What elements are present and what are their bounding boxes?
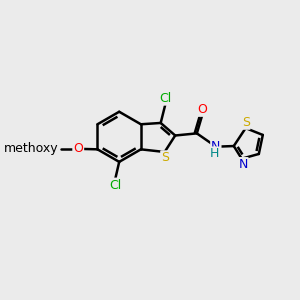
Text: S: S [161, 151, 169, 164]
Text: methoxy: methoxy [4, 142, 58, 155]
Text: O: O [73, 142, 83, 155]
Text: H: H [210, 148, 219, 160]
Text: N: N [238, 158, 248, 171]
Text: N: N [211, 140, 220, 153]
Text: Cl: Cl [109, 178, 122, 192]
Text: Cl: Cl [159, 92, 172, 105]
Text: O: O [198, 103, 208, 116]
Text: S: S [242, 116, 250, 129]
